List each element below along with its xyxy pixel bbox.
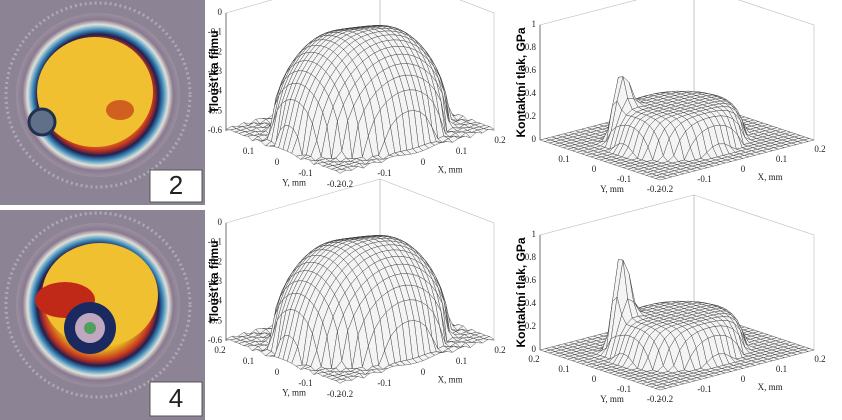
x-tick-label: 0.1 (776, 154, 787, 164)
x-axis-label: X, mm (438, 374, 463, 384)
pressure-plot: 00.20.40.60.81-0.2-0.100.10.20.20.10-0.1… (514, 194, 826, 404)
x-tick-label: -0.1 (377, 378, 391, 388)
y-tick-label: -0.2 (647, 184, 661, 194)
x-tick-label: -0.2 (659, 184, 673, 194)
z-tick-label: 0.6 (525, 65, 537, 75)
z-tick-label: -0.4 (208, 296, 223, 306)
z-tick-label: 0 (532, 344, 537, 354)
pressure-plot: 0 0.2 0.4 0.6 0.8 1 -0.2 -0.1 0 0.1 0.2 0.1 0 -0.1 -0.… (514, 0, 826, 194)
x-tick-label: -0.2 (339, 179, 353, 189)
y-tick-label: 0.1 (558, 364, 569, 374)
x-tick-label: 0.2 (814, 144, 825, 154)
z-tick-label: 0.2 (525, 111, 536, 121)
y-tick-label: 0 (592, 374, 597, 384)
z-tick-label: 0 (218, 217, 223, 227)
y-tick-label: -0.2 (327, 179, 341, 189)
x-tick-label: -0.2 (339, 389, 353, 399)
film-plot: 0 -0.1 -0.2 -0.3 -0.4 -0.5 -0.6 -0.2 -0.1 0 0.1 0.2… (207, 178, 506, 399)
z-tick-label: 0.8 (525, 42, 537, 52)
image-label: 4 (169, 383, 183, 413)
x-tick-label: -0.2 (659, 394, 673, 404)
x-tick-label: -0.1 (377, 168, 391, 178)
y-tick-label: -0.1 (617, 174, 631, 184)
x-tick-label: 0 (741, 164, 746, 174)
x-tick-label: 0 (741, 374, 746, 384)
y-tick-label: -0.1 (298, 378, 312, 388)
z-tick-label: 0.4 (525, 298, 537, 308)
y-tick-label: 0 (275, 157, 280, 167)
z-tick-label: -0.2 (208, 256, 222, 266)
image-label: 2 (169, 170, 183, 200)
y-tick-label: 0.1 (558, 154, 569, 164)
x-tick-label: 0.2 (494, 135, 505, 145)
z-tick-label: 1 (532, 19, 537, 29)
surface-cell (654, 176, 667, 181)
z-axis-label: Kontaktní tlak, GPa (514, 237, 528, 347)
z-axis-label: Kontaktní tlak, GPa (514, 27, 528, 137)
z-tick-label: -0.5 (208, 105, 223, 115)
z-tick-label: -0.4 (208, 86, 223, 96)
y-tick-label: 0 (275, 367, 280, 377)
x-tick-label: -0.1 (697, 384, 711, 394)
y-tick-label: 0.1 (243, 146, 254, 156)
x-tick-label: 0.2 (814, 354, 825, 364)
y-tick-label: -0.2 (327, 389, 341, 399)
x-tick-label: 0.2 (494, 345, 505, 355)
x-tick-label: 0 (421, 367, 426, 377)
x-tick-label: 0.1 (776, 364, 787, 374)
y-tick-label: 0 (592, 164, 597, 174)
z-tick-label: -0.3 (208, 66, 223, 76)
z-tick-label: -0.1 (208, 237, 222, 247)
z-tick-label: 0.8 (525, 252, 537, 262)
z-tick-label: 0 (532, 134, 537, 144)
y-axis-label: Y, mm (600, 394, 624, 404)
z-tick-label: 0.6 (525, 275, 537, 285)
z-tick-label: 0.2 (525, 321, 536, 331)
y-tick-label: 0.1 (243, 356, 254, 366)
interferogram-2: 4 (0, 210, 205, 420)
x-tick-label: -0.1 (697, 174, 711, 184)
x-tick-label: 0 (421, 157, 426, 167)
film-plot: 0 -0.1 -0.2 -0.3 -0.4 -0.5 -0.6 -0.2 -0.1 0 0.1 0.2… (207, 0, 506, 189)
z-tick-label: -0.2 (208, 46, 222, 56)
z-tick-label: -0.5 (208, 315, 223, 325)
x-axis-label: X, mm (758, 382, 783, 392)
z-axis-label: Tloušťka filmu (207, 30, 221, 113)
z-tick-label: 0 (218, 7, 223, 17)
y-axis-label: Y, mm (282, 388, 306, 398)
z-tick-label: -0.3 (208, 276, 223, 286)
y-tick-label: -0.1 (617, 384, 631, 394)
z-tick-label: -0.1 (208, 27, 222, 37)
z-tick-label: -0.6 (208, 125, 223, 135)
x-tick-label: 0.1 (456, 146, 467, 156)
surface-cell (335, 169, 347, 174)
z-axis-label: Tloušťka filmu (207, 240, 221, 323)
interferogram-1: 2 (0, 0, 205, 205)
y-tick-label: -0.2 (647, 394, 661, 404)
z-tick-label: -0.6 (208, 335, 223, 345)
surface-cell (335, 379, 347, 384)
x-axis-label: X, mm (758, 172, 783, 182)
x-tick-label: 0.1 (456, 356, 467, 366)
z-tick-label: 0.4 (525, 88, 537, 98)
x-axis-label: X, mm (438, 164, 463, 174)
y-tick-label: 0.2 (528, 354, 539, 364)
y-axis-label: Y, mm (600, 184, 624, 194)
z-tick-label: 1 (532, 229, 537, 239)
surface-cell (654, 386, 667, 391)
y-axis-label: Y, mm (282, 178, 306, 188)
y-tick-label: 0.2 (214, 345, 225, 355)
y-tick-label: -0.1 (298, 168, 312, 178)
